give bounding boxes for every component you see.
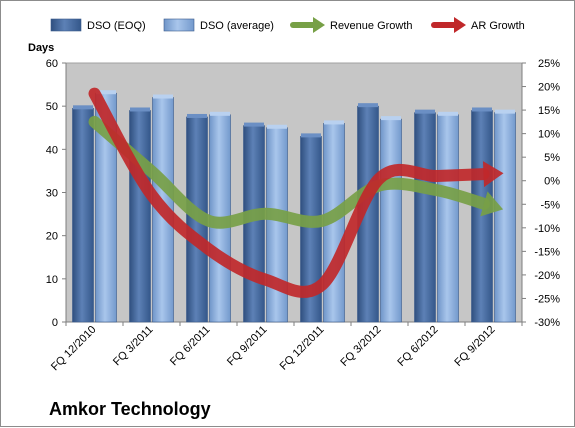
legend-label-ar-growth: AR Growth bbox=[471, 20, 525, 32]
right-tick-label: -20% bbox=[534, 270, 560, 282]
bar-dso-eoq bbox=[72, 108, 94, 323]
category-label: FQ 6/2011 bbox=[168, 324, 213, 369]
right-tick-label: -25% bbox=[534, 293, 560, 305]
bar-dso-eoq bbox=[471, 110, 493, 323]
bar-top bbox=[415, 109, 435, 114]
bar-dso-eoq bbox=[414, 112, 436, 323]
bar-top bbox=[358, 103, 378, 108]
bar-dso-average bbox=[494, 112, 516, 323]
ar-growth-arrowhead bbox=[482, 161, 504, 188]
legend-label-dso-average-: DSO (average) bbox=[200, 20, 274, 32]
right-tick-label: -30% bbox=[534, 317, 560, 329]
bar-top bbox=[96, 90, 116, 95]
ar-growth-line bbox=[88, 87, 490, 298]
revenue-growth-line bbox=[88, 115, 490, 229]
left-tick-label: 30 bbox=[46, 188, 58, 200]
left-tick-label: 60 bbox=[46, 58, 58, 70]
legend-label-dso-eoq-: DSO (EOQ) bbox=[87, 20, 146, 32]
bar-top bbox=[472, 107, 492, 112]
right-tick-label: 15% bbox=[538, 105, 560, 117]
left-tick-label: 0 bbox=[52, 317, 58, 329]
bar-dso-eoq bbox=[129, 110, 151, 323]
right-tick-label: -15% bbox=[534, 246, 560, 258]
y-axis-title: Days bbox=[28, 42, 54, 54]
left-tick-label: 50 bbox=[46, 101, 58, 113]
legend-arrow-revenue-growth bbox=[313, 17, 325, 33]
bar-top bbox=[438, 111, 458, 116]
left-tick-label: 40 bbox=[46, 144, 58, 156]
bar-top bbox=[381, 116, 401, 121]
bar-top bbox=[130, 107, 150, 112]
right-tick-label: 5% bbox=[544, 152, 560, 164]
bar-top bbox=[301, 133, 321, 138]
bar-top bbox=[73, 105, 93, 110]
bar-top bbox=[153, 94, 173, 99]
category-label: FQ 9/2012 bbox=[452, 324, 497, 369]
bar-top bbox=[210, 111, 230, 116]
legend-swatch-dso-average- bbox=[163, 18, 195, 32]
right-tick-label: 10% bbox=[538, 129, 560, 141]
bar-dso-average bbox=[437, 114, 459, 323]
legend-arrow-ar-growth bbox=[454, 17, 466, 33]
category-label: FQ 3/2011 bbox=[111, 324, 156, 369]
chart-title: Amkor Technology bbox=[49, 399, 211, 419]
right-tick-label: -5% bbox=[540, 199, 560, 211]
bar-dso-eoq bbox=[243, 125, 265, 323]
right-tick-label: 0% bbox=[544, 176, 560, 188]
right-tick-label: 20% bbox=[538, 82, 560, 94]
category-label: FQ 3/2012 bbox=[338, 324, 383, 369]
category-label: FQ 12/2010 bbox=[49, 324, 99, 374]
bar-top bbox=[267, 124, 287, 129]
legend-swatch-dso-eoq- bbox=[50, 18, 82, 32]
bar-top bbox=[324, 120, 344, 125]
left-tick-label: 20 bbox=[46, 231, 58, 243]
bar-dso-average bbox=[380, 118, 402, 323]
category-label: FQ 12/2011 bbox=[278, 324, 327, 373]
bar-top bbox=[244, 122, 264, 127]
revenue-growth-arrowhead bbox=[480, 191, 504, 217]
bar-top bbox=[495, 109, 515, 114]
right-tick-label: -10% bbox=[534, 223, 560, 235]
right-tick-label: 25% bbox=[538, 58, 560, 70]
bar-top bbox=[187, 113, 207, 118]
category-label: FQ 9/2011 bbox=[225, 324, 270, 369]
left-tick-label: 10 bbox=[46, 274, 58, 286]
category-label: FQ 6/2012 bbox=[395, 324, 440, 369]
legend-label-revenue-growth: Revenue Growth bbox=[330, 20, 413, 32]
